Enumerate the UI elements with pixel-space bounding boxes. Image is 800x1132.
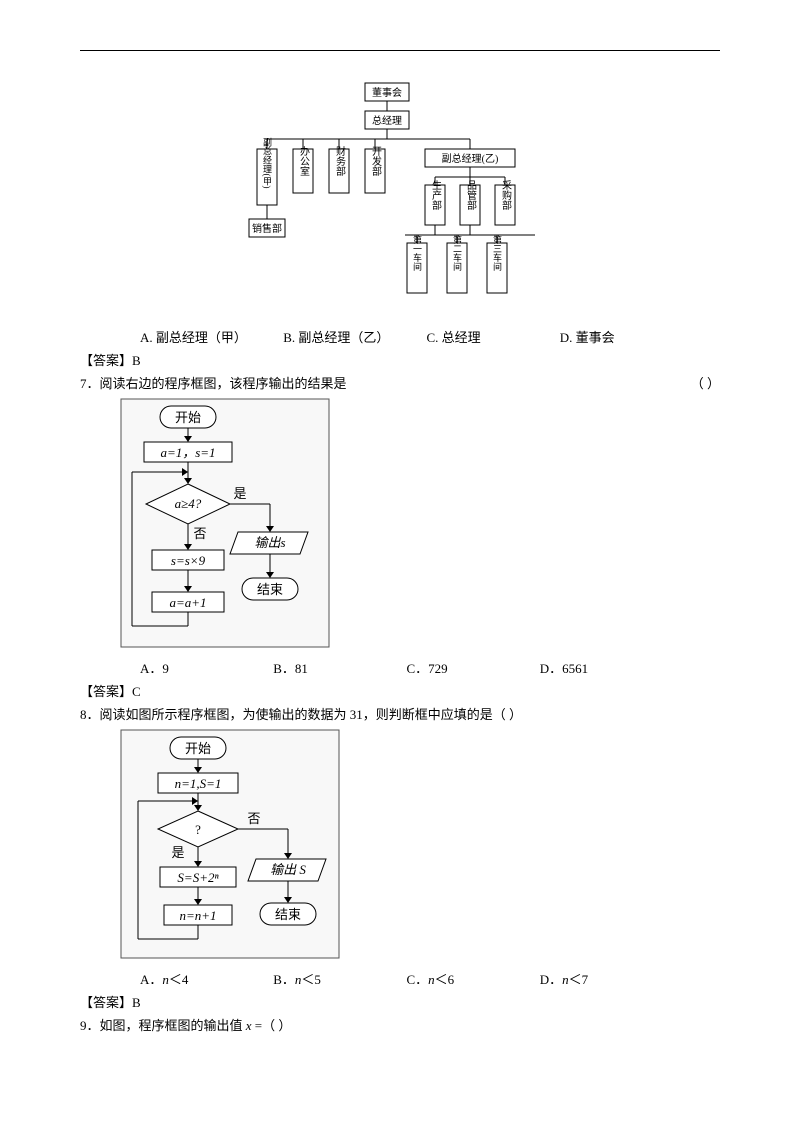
q8-answer: 【答案】B xyxy=(80,992,720,1011)
org-node-dsh: 董事会 xyxy=(372,86,402,99)
q7-out: 输出s xyxy=(254,535,285,550)
org-node-kfb: 开发部 xyxy=(370,146,382,177)
q8-opt-c: C．n＜6 xyxy=(407,969,537,988)
q8-stem: 8．阅读如图所示程序框图，为使输出的数据为 31，则判断框中应填的是（ ） xyxy=(80,704,720,723)
q7-opt-c: C．729 xyxy=(407,658,537,677)
org-node-pgb: 品管部 xyxy=(465,180,477,211)
q7-options: A．9 B．81 C．729 D．6561 xyxy=(140,658,720,677)
org-svg: 董事会 总经理 副总经理(甲) 办公室 财务部 xyxy=(245,81,555,311)
q9-stem: 9．如图，程序框图的输出值 x =（ ） xyxy=(80,1015,720,1034)
q7-opt-a: A．9 xyxy=(140,658,270,677)
q7-step1: s=s×9 xyxy=(171,553,206,568)
org-node-cj1: 第一车间 xyxy=(412,234,422,272)
org-node-cj3: 第三车间 xyxy=(492,234,502,272)
q7-flow-svg: 开始 a=1，s=1 a≥4? 是 否 输出s 结束 xyxy=(120,398,330,648)
org-node-cgb: 采购部 xyxy=(500,180,512,211)
org-node-cwb: 财务部 xyxy=(334,145,346,177)
q7-flowchart: 开始 a=1，s=1 a≥4? 是 否 输出s 结束 xyxy=(120,398,720,652)
q6-options: A. 副总经理（甲） B. 副总经理（乙） C. 总经理 D. 董事会 xyxy=(140,327,720,346)
q8-no: 否 xyxy=(247,811,260,826)
q7-no: 否 xyxy=(193,526,206,541)
q8-start: 开始 xyxy=(185,741,211,756)
q6-opt-b: B. 副总经理（乙） xyxy=(283,327,423,346)
page-rule xyxy=(80,50,720,51)
q7-yes: 是 xyxy=(233,486,246,501)
q8-opt-d: D．n＜7 xyxy=(540,969,588,988)
q8-flow-svg: 开始 n=1,S=1 ? 是 否 输出 S 结束 S= xyxy=(120,729,340,959)
q7-step2: a=a+1 xyxy=(169,595,206,610)
q7-stem: 7．阅读右边的程序框图，该程序输出的结果是 xyxy=(80,376,347,391)
org-node-zjl: 总经理 xyxy=(372,114,402,127)
org-node-scb: 生产部 xyxy=(430,179,442,211)
q8-cond: ? xyxy=(195,822,201,837)
q7-answer: 【答案】C xyxy=(80,681,720,700)
q9-stem-pre: 9．如图，程序框图的输出值 xyxy=(80,1018,246,1033)
q9-stem-post: =（ ） xyxy=(252,1018,292,1033)
q6-opt-c: C. 总经理 xyxy=(427,327,557,346)
org-node-bgs: 办公室 xyxy=(298,145,310,176)
q7-stem-row: 7．阅读右边的程序框图，该程序输出的结果是 （ ） xyxy=(80,373,720,392)
q7-cond: a≥4? xyxy=(175,496,202,511)
org-node-vgm1: 副总经理(甲) xyxy=(262,137,272,188)
q6-opt-a: A. 副总经理（甲） xyxy=(140,327,280,346)
org-node-vgm2: 副总经理(乙) xyxy=(442,152,499,165)
q7-opt-b: B．81 xyxy=(273,658,403,677)
q7-init: a=1，s=1 xyxy=(160,445,215,460)
q7-start: 开始 xyxy=(175,410,201,425)
q8-out: 输出 S xyxy=(270,862,306,877)
org-chart: 董事会 总经理 副总经理(甲) 办公室 财务部 xyxy=(80,81,720,315)
q8-options: A．n＜4 B．n＜5 C．n＜6 D．n＜7 xyxy=(140,969,720,988)
org-node-xsb: 销售部 xyxy=(252,222,282,235)
q8-opt-b: B．n＜5 xyxy=(273,969,403,988)
q8-step1: S=S+2ⁿ xyxy=(177,870,219,885)
q7-end: 结束 xyxy=(257,582,283,597)
q7-opt-d: D．6561 xyxy=(540,658,588,677)
org-node-cj2: 第二车间 xyxy=(452,234,462,272)
q8-opt-a: A．n＜4 xyxy=(140,969,270,988)
q8-end: 结束 xyxy=(275,907,301,922)
q8-init: n=1,S=1 xyxy=(175,776,222,791)
q8-step2: n=n+1 xyxy=(179,908,216,923)
q7-paren: （ ） xyxy=(691,373,720,392)
q8-yes: 是 xyxy=(171,845,184,860)
q6-opt-d: D. 董事会 xyxy=(560,327,615,346)
q8-flowchart: 开始 n=1,S=1 ? 是 否 输出 S 结束 S= xyxy=(120,729,720,963)
q6-answer: 【答案】B xyxy=(80,350,720,369)
